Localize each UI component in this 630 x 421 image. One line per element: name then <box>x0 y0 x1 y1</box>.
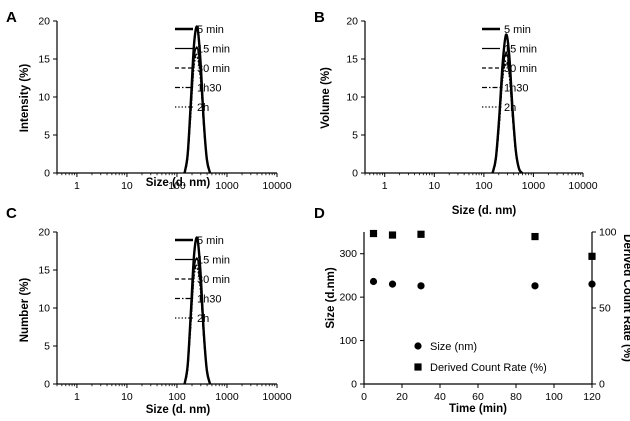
panel-b-ytick-label: 20 <box>346 16 358 28</box>
panel-c-legend-label: 15 min <box>197 255 230 267</box>
panel-d-point-size <box>588 280 596 288</box>
panel-c: C Number (%) Size (d. nm) 0 5 10 15 20 1 10 100… <box>6 205 292 416</box>
panel-d-ytick-right-label: 50 <box>599 303 611 315</box>
panel-a-ytick-label: 10 <box>38 92 50 104</box>
panel-d-ytick-label: 200 <box>339 292 357 304</box>
panel-c-ylabel: Number (%) <box>19 278 31 343</box>
panel-a: A Intensity (%) Size (d. nm) 0 5 10 15 20 1 10… <box>6 9 292 192</box>
panel-d-legend-marker-square <box>414 363 422 371</box>
panel-d-xtick-label: 0 <box>361 391 367 403</box>
panel-b: B Volume (%) Size (d. nm) 0 5 10 15 20 1 10 100… <box>314 9 598 217</box>
panel-a-legend-label: 5 min <box>197 24 224 36</box>
panel-b-xtick-label: 100 <box>475 180 493 192</box>
panel-b-ylabel: Volume (%) <box>320 67 332 129</box>
panel-b-ytick-label: 15 <box>346 54 358 66</box>
panel-d-ytick-label: 100 <box>339 335 357 347</box>
panel-c-legend-label: 30 min <box>197 274 230 286</box>
panel-b-ytick-label: 5 <box>352 130 358 142</box>
panel-b-legend-label: 2h <box>504 102 516 114</box>
panel-d-point-size <box>417 282 425 290</box>
panel-d-ytick-label: 0 <box>351 379 357 391</box>
panel-d-xtick-label: 60 <box>472 391 484 403</box>
panel-a-legend-label: 1h30 <box>197 83 221 95</box>
panel-d-ytick-right-label: 0 <box>599 379 605 391</box>
panel-d-legend-label: Size (nm) <box>430 341 477 353</box>
panel-c-xlabel: Size (d. nm) <box>146 404 211 416</box>
panel-d-point-count-rate <box>388 231 397 239</box>
panel-b-xtick-label: 1 <box>382 180 388 192</box>
panel-d: D Size (d.nm) Derived Count Rate (%) Tim… <box>314 205 630 415</box>
panel-c-xtick-label: 10000 <box>262 391 291 403</box>
panel-a-ytick-label: 20 <box>38 16 50 28</box>
panel-d-xtick-label: 80 <box>510 391 522 403</box>
panel-d-legend-marker-circle <box>414 342 422 350</box>
panel-b-legend-label: 15 min <box>504 44 537 56</box>
panel-a-ytick-label: 15 <box>38 54 50 66</box>
panel-b-xtick-label: 10 <box>428 180 440 192</box>
panel-letter-d: D <box>314 205 325 222</box>
panel-b-legend-label: 1h30 <box>504 83 528 95</box>
panel-d-point-size <box>531 282 539 290</box>
panel-a-legend-label: 2h <box>197 102 209 114</box>
panel-a-xtick-label: 1 <box>74 180 80 192</box>
panel-d-point-count-rate <box>369 229 378 238</box>
panel-a-xtick-label: 100 <box>168 180 186 192</box>
panel-d-ytick-label: 300 <box>339 248 357 260</box>
panel-d-xtick-label: 20 <box>396 391 408 403</box>
panel-c-ytick-label: 20 <box>38 227 50 239</box>
panel-c-legend-label: 1h30 <box>197 294 221 306</box>
panel-letter-a: A <box>6 9 17 26</box>
panel-a-xlabel: Size (d. nm) <box>146 177 211 189</box>
panel-d-point-size <box>369 277 378 286</box>
panel-a-legend-label: 15 min <box>197 44 230 56</box>
panel-c-xtick-label: 10 <box>121 391 133 403</box>
panel-c-legend-label: 5 min <box>197 235 224 247</box>
panel-a-ylabel: Intensity (%) <box>19 64 31 133</box>
panel-d-point-count-rate <box>588 252 596 260</box>
panel-c-xtick-label: 100 <box>168 391 186 403</box>
panel-d-point-size <box>388 280 397 288</box>
panel-c-legend-label: 2h <box>197 313 209 325</box>
panel-b-ytick-label: 0 <box>352 168 358 180</box>
panel-letter-b: B <box>314 9 325 26</box>
panel-d-xlabel: Time (min) <box>449 403 507 415</box>
panel-c-ytick-label: 0 <box>44 379 50 391</box>
panel-b-xtick-label: 10000 <box>568 180 597 192</box>
panel-d-point-count-rate <box>417 230 425 238</box>
panel-d-ylabel-right: Derived Count Rate (%) <box>621 234 630 362</box>
panel-b-legend-label: 5 min <box>504 24 531 36</box>
panel-a-ytick-label: 0 <box>44 168 50 180</box>
panel-a-xtick-label: 10000 <box>262 180 291 192</box>
panel-a-xtick-label: 10 <box>121 180 133 192</box>
panel-d-xtick-label: 40 <box>434 391 446 403</box>
panel-b-xlabel: Size (d. nm) <box>452 205 517 217</box>
panel-c-xtick-label: 1000 <box>215 391 239 403</box>
panel-c-ytick-label: 10 <box>38 303 50 315</box>
panel-letter-c: C <box>6 205 17 222</box>
panel-c-ytick-label: 5 <box>44 341 50 353</box>
panel-b-xtick-label: 1000 <box>522 180 546 192</box>
panel-d-legend-label: Derived Count Rate (%) <box>430 362 547 374</box>
panel-d-xtick-label: 120 <box>583 391 601 403</box>
panel-a-legend-label: 30 min <box>197 63 230 75</box>
panel-d-xtick-label: 100 <box>545 391 563 403</box>
panel-d-point-count-rate <box>531 232 539 241</box>
panel-a-ytick-label: 5 <box>44 130 50 142</box>
panel-a-xtick-label: 1000 <box>215 180 239 192</box>
panel-c-ytick-label: 15 <box>38 265 50 277</box>
panel-b-legend-label: 30 min <box>504 63 537 75</box>
panel-d-ytick-right-label: 100 <box>599 227 617 239</box>
panel-d-ylabel: Size (d.nm) <box>325 267 337 329</box>
panel-b-ytick-label: 10 <box>346 92 358 104</box>
panel-c-xtick-label: 1 <box>74 391 80 403</box>
